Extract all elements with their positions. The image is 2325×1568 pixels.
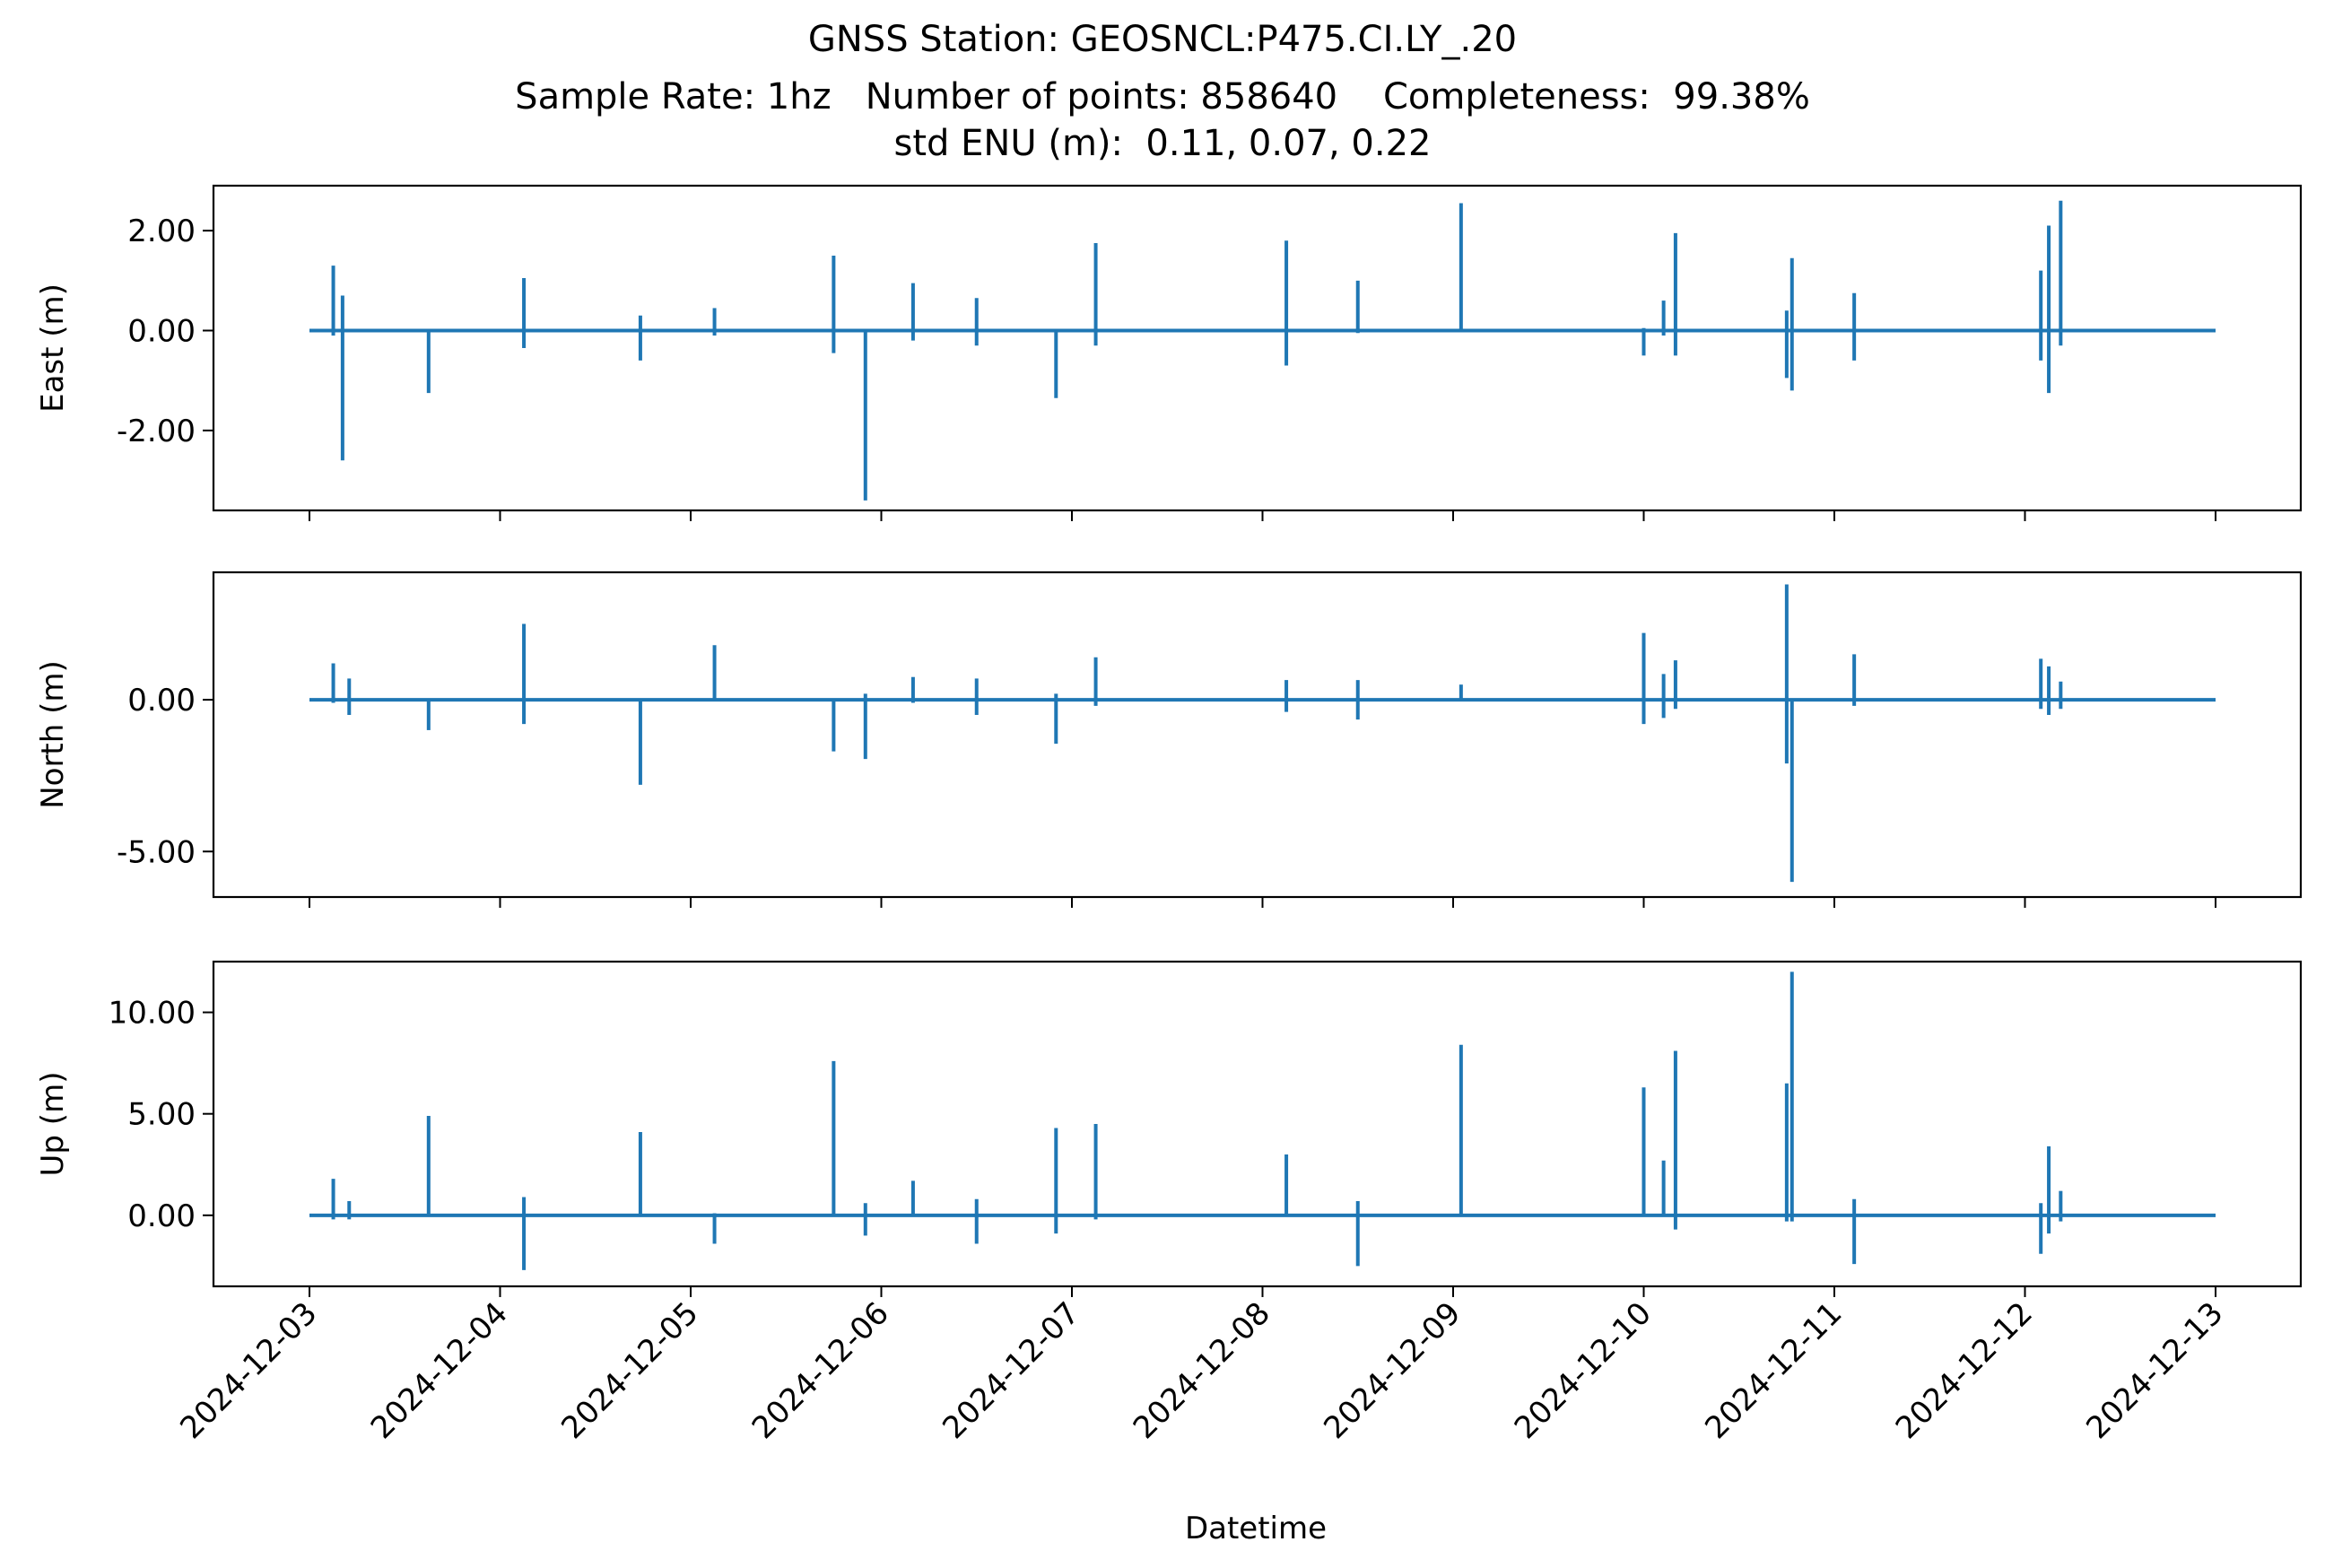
chart-title: GNSS Station: GEOSNCL:P475.CI.LY_.20 bbox=[807, 19, 1518, 60]
y-tick-label: 10.00 bbox=[109, 996, 196, 1032]
x-axis-label: Datetime bbox=[1185, 1511, 1327, 1546]
x-tick-label: 2024-12-12 bbox=[1889, 1295, 2040, 1446]
panel-east: 2.00 0.00 -2.00 East (m) bbox=[35, 184, 2303, 521]
panel-frame bbox=[212, 571, 2303, 899]
y-tick-label: -2.00 bbox=[117, 414, 196, 449]
x-tick-label: 2024-12-09 bbox=[1317, 1295, 1467, 1446]
y-tick-label: 2.00 bbox=[127, 213, 196, 249]
x-tick-label: 2024-12-11 bbox=[1698, 1295, 1849, 1446]
panel-north: 0.00 -5.00 North (m) bbox=[35, 571, 2303, 908]
y-tick-label: 0.00 bbox=[127, 683, 196, 719]
x-tick-label: 2024-12-13 bbox=[2079, 1295, 2230, 1446]
panel-up: 10.00 5.00 0.00 Up (m) bbox=[35, 960, 2303, 1297]
y-tick-label: -5.00 bbox=[117, 834, 196, 870]
x-tick-label: 2024-12-08 bbox=[1127, 1295, 1277, 1446]
y-axis-label-east: East (m) bbox=[35, 283, 71, 413]
y-tick-label: 5.00 bbox=[127, 1097, 196, 1133]
chart-subtitle-std: std ENU (m): 0.11, 0.07, 0.22 bbox=[893, 123, 1432, 164]
x-tick-label: 2024-12-03 bbox=[173, 1295, 324, 1446]
x-tick-label: 2024-12-10 bbox=[1508, 1295, 1659, 1446]
y-axis-label-north: North (m) bbox=[35, 660, 71, 809]
chart-subtitle: Sample Rate: 1hz Number of points: 85864… bbox=[515, 76, 1810, 118]
y-tick-label: 0.00 bbox=[127, 1198, 196, 1234]
x-tick-label: 2024-12-06 bbox=[745, 1295, 896, 1446]
y-tick-label: 0.00 bbox=[127, 314, 196, 350]
panels: 2.00 0.00 -2.00 East (m) 0.00 -5.00 North (m) 1… bbox=[35, 184, 2303, 1297]
x-tick-label: 2024-12-04 bbox=[364, 1295, 515, 1446]
y-axis-label-up: Up (m) bbox=[35, 1072, 71, 1177]
x-axis: 2024-12-03 2024-12-04 2024-12-05 2024-12-06… bbox=[173, 1295, 2230, 1446]
panel-frame bbox=[212, 184, 2303, 512]
panel-frame bbox=[212, 960, 2303, 1288]
x-tick-label: 2024-12-07 bbox=[936, 1295, 1086, 1446]
x-tick-label: 2024-12-05 bbox=[554, 1295, 705, 1446]
